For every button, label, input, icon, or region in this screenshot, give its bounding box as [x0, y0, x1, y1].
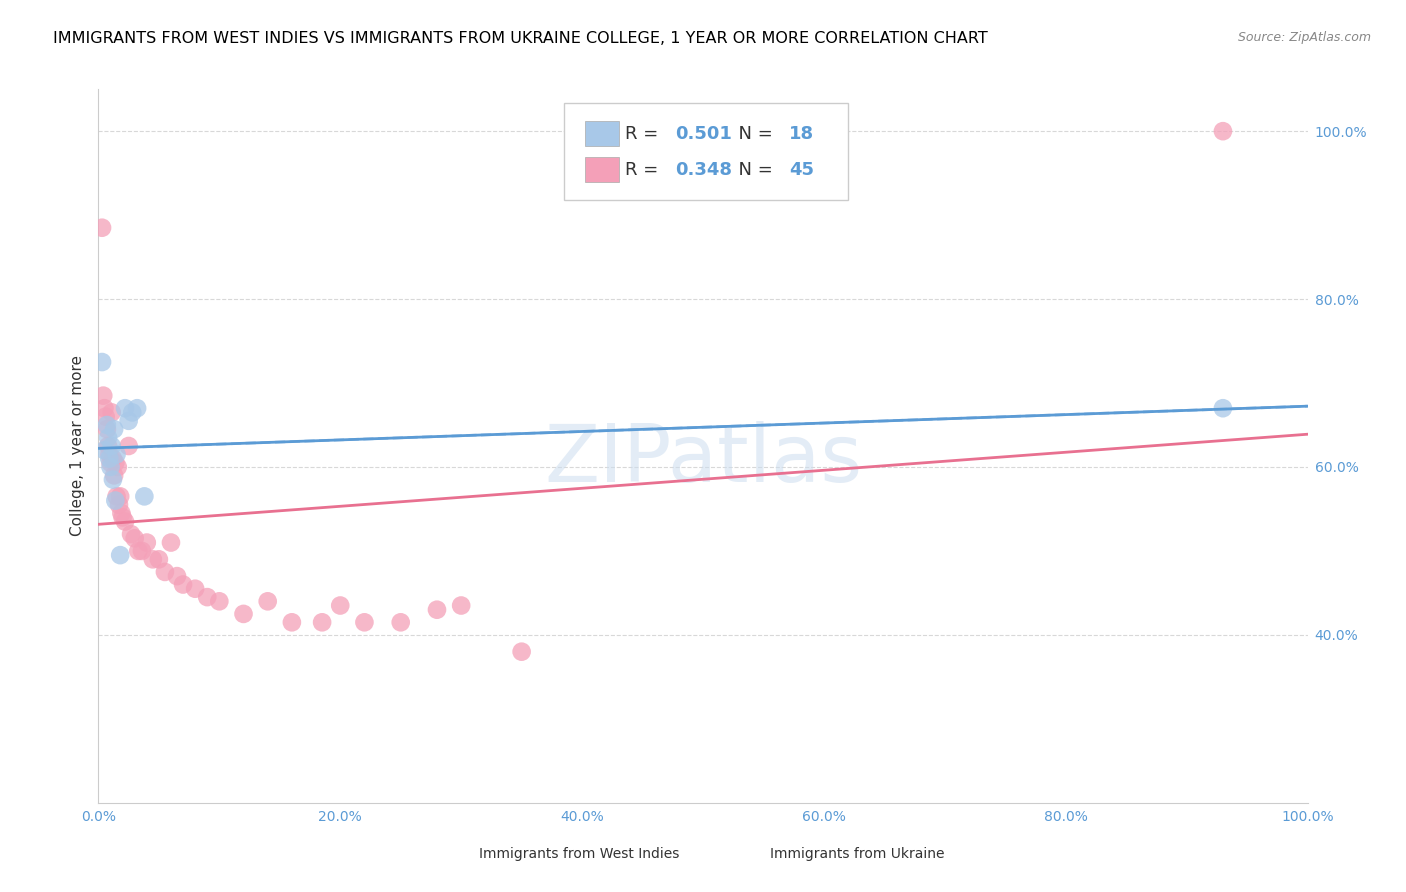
FancyBboxPatch shape [564, 103, 848, 200]
Point [91, 220, 114, 235]
Point [450, 599, 472, 613]
Point [91, 389, 114, 403]
Point [166, 569, 188, 583]
Point [108, 498, 131, 512]
Point [96, 417, 118, 432]
Text: N =: N = [727, 125, 779, 143]
Point [232, 607, 254, 621]
Point [108, 489, 131, 503]
Point [104, 456, 127, 470]
Point [93, 401, 115, 416]
Point [105, 489, 128, 503]
Point [100, 456, 122, 470]
Point [311, 615, 333, 630]
Text: Immigrants from Ukraine: Immigrants from Ukraine [769, 847, 943, 861]
Point [101, 473, 124, 487]
Point [135, 535, 157, 549]
Point [184, 582, 207, 596]
Text: R =: R = [626, 125, 665, 143]
Text: N =: N = [727, 161, 779, 178]
Text: 45: 45 [789, 161, 814, 178]
Point [281, 615, 304, 630]
Point [105, 447, 128, 461]
Point [160, 535, 183, 549]
Point [98, 451, 121, 466]
FancyBboxPatch shape [449, 847, 472, 863]
Point [131, 544, 153, 558]
Point [172, 577, 194, 591]
Point [108, 548, 131, 562]
Point [121, 405, 143, 419]
Point [97, 431, 120, 445]
Point [114, 515, 136, 529]
Point [100, 405, 122, 419]
Text: 18: 18 [789, 125, 814, 143]
Point [96, 422, 118, 436]
Point [104, 493, 127, 508]
Point [100, 439, 122, 453]
Point [426, 603, 449, 617]
Y-axis label: College, 1 year or more: College, 1 year or more [69, 356, 84, 536]
Point [93, 443, 115, 458]
Text: Source: ZipAtlas.com: Source: ZipAtlas.com [1237, 31, 1371, 45]
Point [118, 439, 141, 453]
Point [208, 594, 231, 608]
Point [353, 615, 375, 630]
Text: R =: R = [626, 161, 665, 178]
Point [91, 355, 114, 369]
FancyBboxPatch shape [585, 158, 619, 182]
Point [127, 544, 149, 558]
Point [111, 510, 134, 524]
Text: ZIPatlas: ZIPatlas [544, 421, 862, 500]
Point [100, 460, 122, 475]
Point [94, 409, 117, 424]
Point [103, 468, 125, 483]
Point [134, 489, 156, 503]
Point [389, 615, 412, 630]
Point [107, 460, 129, 475]
FancyBboxPatch shape [738, 847, 762, 863]
Point [142, 552, 165, 566]
Text: Immigrants from West Indies: Immigrants from West Indies [479, 847, 679, 861]
Point [118, 414, 141, 428]
Point [195, 590, 218, 604]
Point [329, 599, 352, 613]
Point [148, 552, 170, 566]
Point [110, 506, 132, 520]
Point [103, 422, 125, 436]
Point [1212, 124, 1234, 138]
Point [101, 451, 124, 466]
Point [510, 645, 533, 659]
Point [120, 527, 142, 541]
Point [98, 447, 121, 461]
Point [124, 532, 146, 546]
Point [256, 594, 278, 608]
Text: 0.501: 0.501 [675, 125, 731, 143]
Point [153, 565, 176, 579]
Text: 0.348: 0.348 [675, 161, 733, 178]
Text: IMMIGRANTS FROM WEST INDIES VS IMMIGRANTS FROM UKRAINE COLLEGE, 1 YEAR OR MORE C: IMMIGRANTS FROM WEST INDIES VS IMMIGRANT… [53, 31, 988, 46]
Point [114, 401, 136, 416]
Point [97, 439, 120, 453]
Point [127, 401, 149, 416]
FancyBboxPatch shape [585, 121, 619, 145]
Point [1212, 401, 1234, 416]
